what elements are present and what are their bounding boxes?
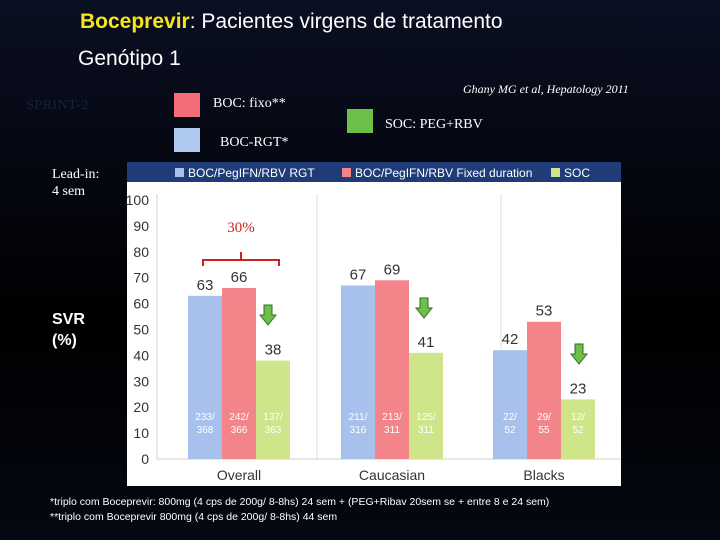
chart-panel: BOC/PegIFN/RBV RGT BOC/PegIFN/RBV Fixed d… <box>126 162 621 486</box>
bar-fraction-denominator: 363 <box>265 425 282 436</box>
bar <box>561 399 595 459</box>
bar-value-label: 63 <box>197 277 214 294</box>
bar <box>222 288 256 459</box>
bar-value-label: 42 <box>502 331 519 348</box>
leadin-line1: Lead-in: <box>52 167 100 182</box>
chart-legend-swatch <box>342 168 351 177</box>
legend-swatch-boc-rgt <box>174 128 200 152</box>
bar-fraction-numerator: 137/ <box>263 412 283 423</box>
bar <box>375 280 409 459</box>
svr-line2: (%) <box>52 332 77 349</box>
bar <box>188 295 222 459</box>
bar-fraction-numerator: 213/ <box>382 412 402 423</box>
x-category-label: Blacks <box>523 467 564 483</box>
legend-label-soc: SOC: PEG+RBV <box>385 117 483 132</box>
y-tick-label: 90 <box>133 218 149 234</box>
legend-swatch-soc <box>347 109 373 133</box>
down-arrow-icon <box>569 343 589 365</box>
bar-value-label: 41 <box>418 334 435 351</box>
chart-legend-swatch <box>175 168 184 177</box>
bar-fraction-numerator: 125/ <box>416 412 436 423</box>
y-tick-label: 10 <box>133 425 149 441</box>
bar <box>409 352 443 459</box>
y-tick-label: 60 <box>133 296 149 312</box>
x-category-label: Overall <box>217 467 261 483</box>
svr-line1: SVR <box>52 311 85 328</box>
footnote-2: **triplo com Boceprevir 800mg (4 cps de … <box>50 511 338 523</box>
bar-value-label: 67 <box>350 266 367 283</box>
study-label: SPRINT-2 <box>26 98 89 113</box>
bar-fraction-numerator: 211/ <box>349 412 368 423</box>
bracket-annotation <box>202 259 280 266</box>
y-tick-label: 70 <box>133 270 149 286</box>
legend-label-boc-rgt: BOC-RGT* <box>220 135 289 150</box>
legend-swatch-boc-fixo <box>174 93 200 117</box>
y-tick-label: 80 <box>133 244 149 260</box>
citation: Ghany MG et al, Hepatology 2011 <box>463 82 629 96</box>
bracket-label: 30% <box>227 220 255 236</box>
bar-fraction-denominator: 311 <box>384 425 400 436</box>
bar-fraction-denominator: 316 <box>350 425 367 436</box>
chart-legend-label: SOC <box>564 166 590 180</box>
bar <box>256 360 290 459</box>
bar-fraction-denominator: 366 <box>231 425 248 436</box>
x-category-label: Caucasian <box>359 467 425 483</box>
bar-fraction-denominator: 311 <box>418 425 434 436</box>
y-tick-label: 20 <box>133 399 149 415</box>
y-tick-label: 50 <box>133 322 149 338</box>
chart-legend-label: BOC/PegIFN/RBV Fixed duration <box>355 166 532 180</box>
leadin-line2: 4 sem <box>52 184 86 199</box>
chart-legend-swatch <box>551 168 560 177</box>
bar <box>493 350 527 459</box>
down-arrow-icon <box>414 297 434 319</box>
leadin-label: Lead-in: 4 sem <box>52 166 99 200</box>
legend-label-boc-fixo: BOC: fixo** <box>213 96 286 111</box>
bar-fraction-denominator: 52 <box>504 425 516 436</box>
down-arrow-icon <box>258 304 278 326</box>
bar-fraction-numerator: 12/ <box>571 412 585 423</box>
y-tick-label: 30 <box>133 373 149 389</box>
slide-title: Boceprevir: Pacientes virgens de tratame… <box>80 10 503 34</box>
bar-value-label: 23 <box>570 380 587 397</box>
y-tick-label: 0 <box>141 451 149 467</box>
y-tick-label: 40 <box>133 347 149 363</box>
bar-fraction-numerator: 29/ <box>537 412 551 423</box>
bar-fraction-denominator: 52 <box>572 425 584 436</box>
bar-value-label: 53 <box>536 303 553 320</box>
footnote-1: *triplo com Boceprevir: 800mg (4 cps de … <box>50 496 550 508</box>
bar-fraction-denominator: 368 <box>197 425 214 436</box>
y-tick-label: 100 <box>127 192 149 208</box>
bar-fraction-numerator: 233/ <box>195 412 215 423</box>
chart-legend-bar <box>127 162 621 182</box>
bar <box>341 285 375 459</box>
chart-legend-label: BOC/PegIFN/RBV RGT <box>188 166 315 180</box>
bar-fraction-denominator: 55 <box>538 425 550 436</box>
bar-chart: BOC/PegIFN/RBV RGT BOC/PegIFN/RBV Fixed d… <box>126 162 621 483</box>
title-rest: : Pacientes virgens de tratamento <box>189 10 503 33</box>
bar-value-label: 66 <box>231 269 248 286</box>
bar-fraction-numerator: 22/ <box>503 412 517 423</box>
title-highlight: Boceprevir <box>80 10 190 33</box>
bar-fraction-numerator: 242/ <box>229 412 249 423</box>
slide-subtitle: Genótipo 1 <box>78 47 181 70</box>
bar-value-label: 38 <box>265 342 282 359</box>
svr-axis-label: SVR (%) <box>52 309 85 351</box>
bar-value-label: 69 <box>384 261 401 278</box>
bar <box>527 321 561 459</box>
